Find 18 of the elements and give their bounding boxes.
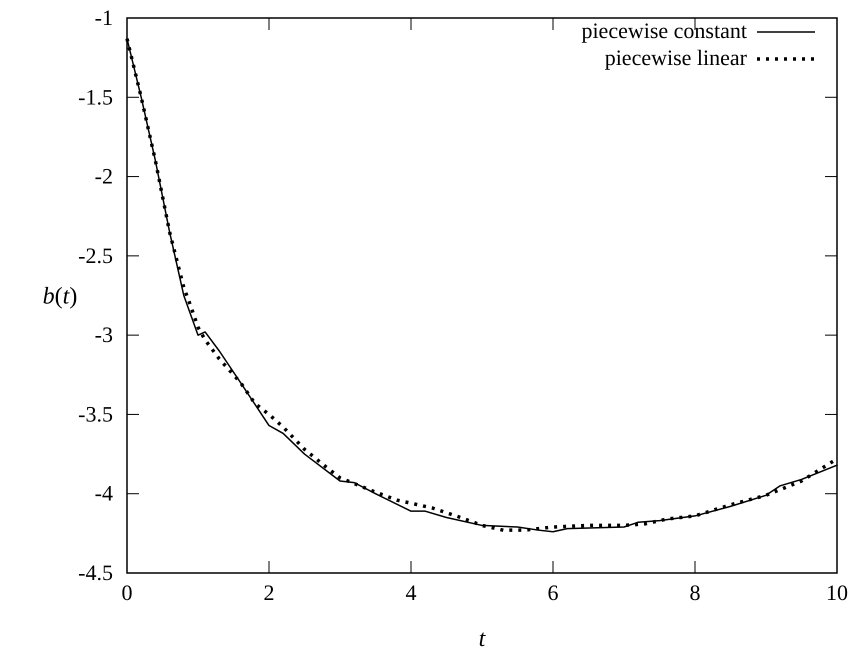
legend-label: piecewise constant [581, 18, 747, 43]
y-tick-label: -3 [94, 322, 113, 348]
x-tick-label: 0 [122, 580, 132, 605]
x-tick-label: 2 [264, 580, 274, 605]
y-tick-label: -2.5 [78, 242, 113, 268]
y-tick-label: -1 [94, 5, 113, 30]
y-tick-label: -3.5 [78, 401, 113, 426]
x-tick-label: 8 [690, 580, 700, 605]
y-tick-label: -4 [94, 480, 113, 506]
legend-label: piecewise linear [604, 45, 748, 70]
y-axis-title: b(t) [42, 284, 78, 310]
x-axis-title: t [478, 626, 487, 652]
x-tick-label: 6 [548, 580, 558, 605]
y-tick-label: -1.5 [78, 84, 113, 110]
x-tick-label: 10 [826, 580, 848, 605]
y-tick-label: -4.5 [78, 560, 113, 585]
x-tick-label: 4 [406, 580, 416, 605]
y-tick-label: -2 [94, 164, 113, 189]
